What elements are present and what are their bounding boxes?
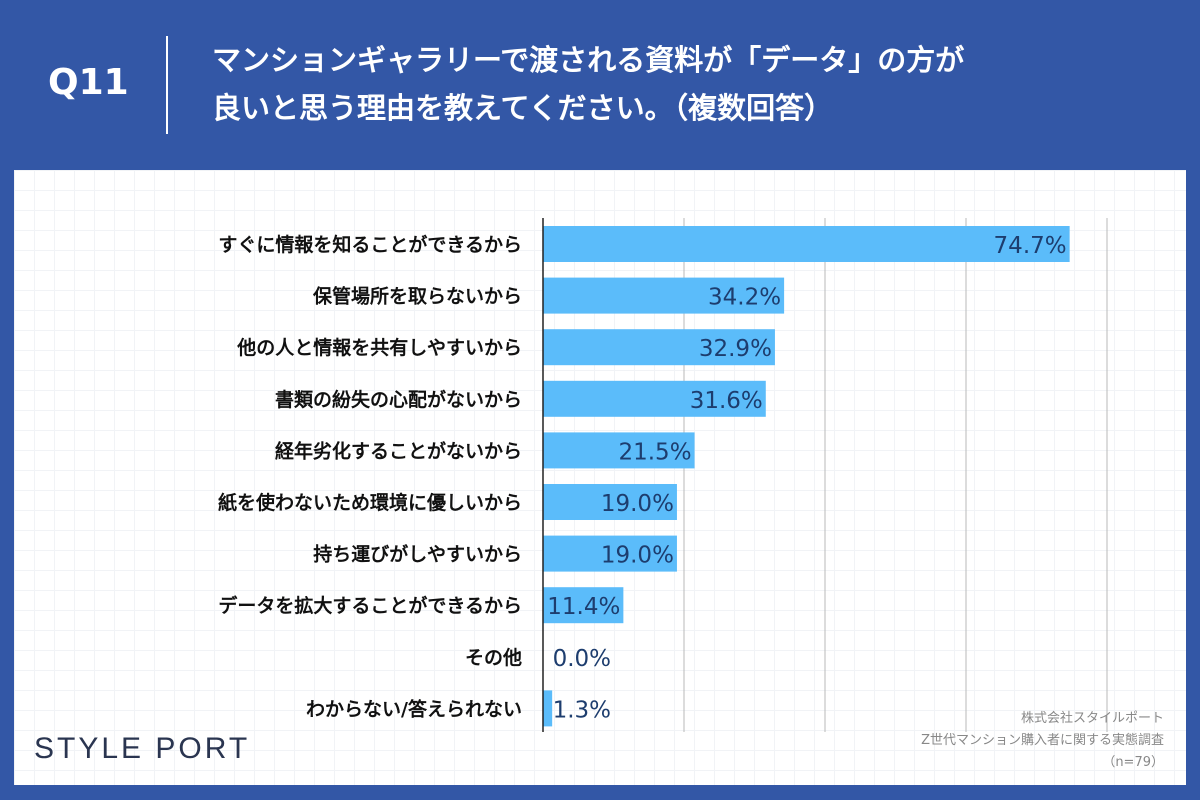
data-label: 34.2% (708, 285, 781, 311)
chart-card (14, 170, 1186, 785)
question-number: Q11 (48, 62, 129, 103)
source-survey: Z世代マンション購入者に関する実態調査 (921, 733, 1164, 748)
title-line-2: 良いと思う理由を教えてください。（複数回答） (212, 91, 834, 125)
data-label: 19.0% (601, 491, 674, 517)
data-label: 32.9% (699, 336, 772, 362)
data-label: 0.0% (553, 646, 611, 672)
bar (543, 587, 624, 624)
category-label: わからない/答えられない (306, 697, 522, 720)
sample-size: （n=79） (1102, 755, 1164, 770)
source-note: 株式会社スタイルポート Z世代マンション購入者に関する実態調査 （n=79） (921, 708, 1164, 774)
category-label: 保管場所を取らないから (312, 285, 522, 308)
data-label: 74.7% (994, 233, 1067, 259)
source-company: 株式会社スタイルポート (1020, 711, 1164, 726)
category-label: 他の人と情報を共有しやすいから (236, 336, 522, 359)
bar (543, 277, 785, 314)
bar (543, 226, 1070, 262)
bar (543, 432, 695, 469)
category-label: データを拡大することができるから (218, 594, 522, 617)
bar (543, 690, 553, 727)
bar (543, 380, 766, 417)
bar (543, 535, 677, 572)
category-label: その他 (465, 646, 522, 669)
page-title: マンションギャラリーで渡される資料が「データ」の方が 良いと思う理由を教えてくだ… (212, 36, 964, 132)
category-label: 持ち運びがしやすいから (313, 543, 522, 566)
data-label: 11.4% (547, 594, 620, 620)
data-label: 19.0% (601, 543, 674, 569)
style-port-logo: STYLE PORT (34, 732, 251, 765)
category-label: 経年劣化することがないから (275, 439, 522, 462)
title-line-1: マンションギャラリーで渡される資料が「データ」の方が (212, 43, 965, 77)
data-label: 31.6% (690, 388, 763, 414)
bar (543, 484, 677, 520)
category-label: すぐに情報を知ることができるから (218, 233, 522, 256)
category-label: 書類の紛失の心配がないから (275, 388, 522, 411)
category-label: 紙を使わないため環境に優しいから (218, 491, 522, 514)
bar (543, 329, 775, 366)
data-label: 1.3% (553, 697, 611, 723)
data-label: 21.5% (618, 439, 691, 465)
header-divider (166, 36, 168, 134)
